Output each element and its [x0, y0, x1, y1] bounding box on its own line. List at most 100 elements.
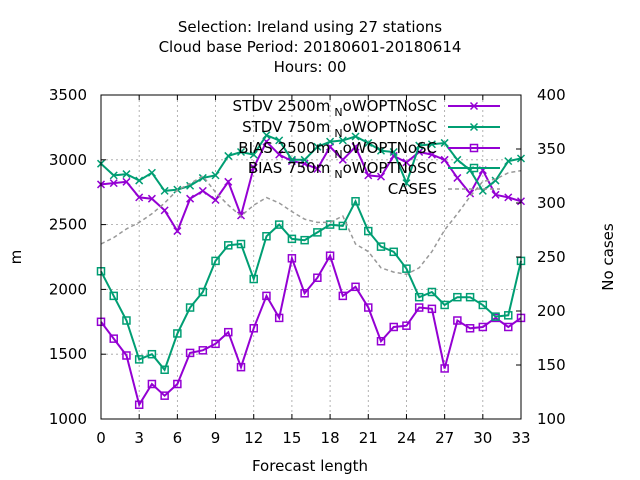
y2-tick-label: 400	[537, 86, 566, 104]
data-point	[287, 157, 296, 166]
data-point	[351, 142, 360, 151]
legend-label: STDV 750m NoWOPTNoSC	[242, 118, 437, 140]
data-point	[466, 189, 475, 198]
data-point	[427, 140, 436, 149]
x-tick-label: 15	[282, 429, 301, 447]
data-point	[453, 316, 462, 325]
data-point	[122, 351, 131, 360]
y-tick-label: 1000	[49, 410, 87, 428]
x-tick-label: 33	[511, 429, 530, 447]
data-point	[249, 324, 258, 333]
data-point	[147, 379, 157, 389]
data-point	[376, 172, 386, 181]
data-point	[186, 194, 195, 203]
data-point	[185, 303, 195, 312]
x-tick-label: 6	[173, 429, 183, 447]
data-point	[224, 241, 233, 250]
data-point	[249, 274, 258, 284]
data-point	[287, 234, 297, 244]
y2-tick-label: 150	[537, 356, 566, 374]
data-point	[109, 334, 118, 343]
data-point	[300, 289, 309, 298]
data-point	[147, 349, 157, 359]
data-point	[249, 163, 258, 172]
data-point	[274, 220, 284, 229]
data-point	[504, 157, 513, 166]
data-point	[491, 312, 500, 321]
data-point	[440, 300, 449, 310]
data-point	[109, 179, 118, 188]
data-point	[453, 173, 462, 182]
data-point	[326, 137, 335, 146]
series-3	[96, 197, 526, 375]
data-point	[275, 150, 284, 159]
series-layer	[96, 131, 526, 409]
data-point	[135, 193, 144, 202]
chart-title: Selection: Ireland using 27 stations Clo…	[159, 18, 462, 76]
x-axis-label: Forecast length	[252, 457, 368, 475]
data-point	[274, 313, 284, 323]
data-point	[122, 177, 131, 186]
data-point	[338, 291, 348, 301]
data-point	[364, 138, 373, 147]
y-tick-label: 2000	[49, 280, 87, 298]
data-point	[325, 251, 335, 260]
data-point	[504, 193, 513, 202]
data-point	[440, 155, 449, 164]
x-tick-label: 9	[211, 429, 221, 447]
x-tick-label: 24	[397, 429, 416, 447]
x-tick-label: 0	[96, 429, 106, 447]
x-tick-label: 12	[244, 429, 263, 447]
data-point	[415, 141, 424, 150]
y-tick-label: 3500	[49, 86, 87, 104]
data-point	[376, 242, 386, 251]
data-point	[224, 151, 233, 160]
title-line-1: Selection: Ireland using 27 stations	[178, 18, 442, 36]
y-axis-ticks: 1000 1500 2000 2500 3000 3500	[49, 86, 106, 428]
data-point	[414, 303, 424, 312]
y-tick-label: 2500	[49, 216, 87, 234]
data-point	[160, 186, 169, 195]
title-line-3: Hours: 00	[274, 58, 347, 76]
data-point	[376, 146, 386, 155]
data-point	[262, 232, 271, 241]
legend-label: BIAS 750m NoWOPTNoSC	[248, 159, 437, 181]
x-tick-label: 21	[359, 429, 378, 447]
data-point	[325, 220, 335, 229]
y2-tick-label: 300	[537, 194, 566, 212]
y2-axis-label: No cases	[599, 223, 617, 291]
data-point	[198, 346, 208, 355]
y2-axis-ticks: 100 150 200 250 300 350 400	[516, 86, 566, 428]
data-point	[160, 365, 169, 375]
data-point	[491, 190, 500, 199]
y2-tick-label: 350	[537, 140, 566, 158]
data-point	[122, 316, 131, 325]
legend-marker	[469, 163, 479, 173]
data-point	[224, 177, 233, 186]
series-1	[96, 131, 526, 195]
data-point	[491, 176, 500, 185]
data-point	[389, 322, 398, 332]
data-point	[402, 321, 411, 330]
data-point	[186, 181, 195, 190]
data-point	[351, 282, 360, 292]
y2-tick-label: 100	[537, 410, 566, 428]
data-point	[338, 221, 348, 231]
title-line-2: Cloud base Period: 20180601-20180614	[159, 38, 462, 56]
data-point	[389, 147, 398, 157]
data-point	[389, 247, 398, 257]
data-point	[364, 303, 373, 312]
data-point	[173, 227, 182, 236]
x-tick-label: 30	[473, 429, 492, 447]
data-point	[414, 292, 424, 302]
series-line	[100, 133, 522, 193]
data-point	[147, 168, 156, 177]
data-point	[351, 197, 360, 206]
y2-tick-label: 200	[537, 302, 566, 320]
data-point	[504, 322, 513, 332]
data-point	[287, 155, 296, 164]
series-line	[100, 198, 522, 372]
data-point	[198, 186, 207, 195]
legend-marker	[469, 143, 479, 153]
